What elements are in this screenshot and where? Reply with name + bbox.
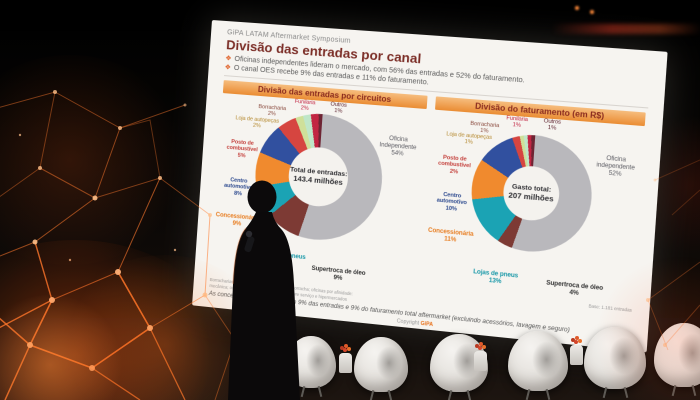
- diamond-bullet-icon: ❖: [224, 64, 232, 72]
- diamond-bullet-icon: ❖: [225, 55, 232, 63]
- microphone-head: [245, 230, 253, 238]
- speaker-silhouette: [228, 180, 300, 400]
- slice-label-outros: Outros 1%: [543, 118, 562, 133]
- slice-label-oficina-independente: Oficina Independente 54%: [379, 136, 417, 158]
- copyright-text: Copyright: [396, 318, 420, 327]
- slice-label-posto-combustivel: Posto de combustível 2%: [437, 154, 471, 176]
- slice-label-centro-automotivo: Centro automotivo 10%: [436, 192, 467, 213]
- base-note: Base: 1.181 entradas: [588, 303, 633, 314]
- microphone-icon: [244, 236, 255, 253]
- chair-shell: [354, 337, 408, 392]
- chair-shell: [654, 323, 700, 387]
- chair-shell: [584, 327, 646, 389]
- stage-light-dot: [575, 6, 579, 10]
- flower-decoration: [478, 346, 482, 350]
- gipa-brand: GiPA: [420, 320, 434, 329]
- flower-decoration: [574, 340, 578, 344]
- chart-panel-faturamento: Divisão do faturamento (em R$) Gasto tot…: [422, 96, 646, 319]
- slice-label-lojas-pneus: Lojas de pneus 13%: [472, 269, 519, 286]
- audience-chair: [654, 323, 700, 397]
- slice-label-outros: Outros 1%: [330, 101, 347, 115]
- rim-light: [232, 227, 247, 285]
- chair-shell: [508, 331, 568, 391]
- audience-chair: [354, 337, 408, 400]
- stage-light-streak: [552, 24, 700, 34]
- stage-light-dot: [590, 10, 594, 14]
- flower-decoration: [343, 348, 347, 352]
- slice-label-posto-combustivel: Posto de combustível 5%: [226, 139, 258, 159]
- audience-chair: [584, 327, 646, 399]
- slice-label-concessionaria: Concessionária 11%: [427, 227, 474, 244]
- orange-glow: [0, 55, 190, 265]
- audience-chair: [508, 331, 568, 400]
- side-table: [570, 340, 583, 365]
- slice-label-oficina-independente: Oficina independente 52%: [596, 155, 635, 178]
- side-table: [474, 346, 487, 371]
- slice-label-supertroca: Supertroca de óleo 4%: [545, 280, 604, 297]
- side-table: [339, 348, 352, 373]
